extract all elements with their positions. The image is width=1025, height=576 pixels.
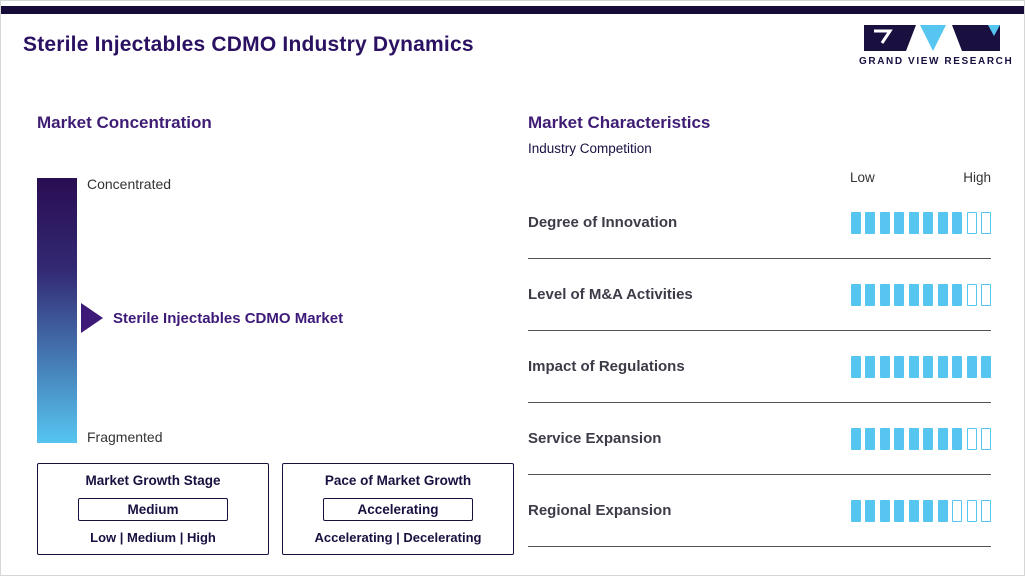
rating-segment (908, 211, 919, 234)
logo-text: GRAND VIEW RESEARCH (859, 56, 1014, 67)
rating-segment (966, 355, 977, 378)
rating-segment (850, 427, 861, 450)
characteristic-label: Degree of Innovation (528, 214, 678, 231)
market-characteristics-section: Market Characteristics Industry Competit… (528, 113, 991, 547)
characteristic-label: Impact of Regulations (528, 358, 685, 375)
rating-meter (850, 427, 991, 450)
rating-segment (952, 211, 962, 234)
rating-scale-labels: Low High (850, 170, 991, 185)
rating-segment (894, 211, 904, 234)
rating-segment (923, 427, 933, 450)
scale-high-label: High (963, 170, 991, 185)
rating-segment (850, 499, 861, 522)
rating-segment (908, 427, 919, 450)
characteristic-label: Level of M&A Activities (528, 286, 693, 303)
growth-box-value: Accelerating (323, 497, 473, 521)
characteristic-row: Level of M&A Activities (528, 259, 991, 331)
rating-segment (966, 499, 977, 522)
rating-segment (952, 283, 962, 306)
marker-label: Sterile Injectables CDMO Market (113, 309, 344, 327)
rating-segment (865, 427, 875, 450)
characteristic-row: Impact of Regulations (528, 331, 991, 403)
rating-segment (937, 283, 948, 306)
rating-meter (850, 355, 991, 378)
rating-meter (850, 211, 991, 234)
pace-of-market-growth-box: Pace of Market Growth Accelerating Accel… (282, 463, 514, 555)
rating-segment (908, 355, 919, 378)
rating-segment (879, 283, 890, 306)
top-accent-bar (1, 6, 1024, 14)
rating-segment (865, 499, 875, 522)
rating-segment (879, 427, 890, 450)
characteristic-label: Regional Expansion (528, 502, 672, 519)
rating-segment (865, 211, 875, 234)
rating-segment (923, 499, 933, 522)
rating-segment (937, 211, 948, 234)
rating-segment (894, 283, 904, 306)
growth-box-value: Medium (78, 497, 228, 521)
marker-arrow-icon (81, 303, 103, 334)
industry-competition-subheading: Industry Competition (528, 141, 652, 156)
rating-segment (879, 211, 890, 234)
scale-low-label: Low (850, 170, 875, 185)
rating-segment (865, 283, 875, 306)
rating-segment (879, 355, 890, 378)
characteristic-row: Degree of Innovation (528, 187, 991, 259)
market-concentration-heading: Market Concentration (37, 113, 212, 132)
growth-box-options: Low | Medium | High (90, 530, 216, 545)
growth-box-title: Pace of Market Growth (324, 473, 472, 488)
rating-segment (937, 355, 948, 378)
characteristic-row: Regional Expansion (528, 475, 991, 547)
rating-segment (981, 499, 991, 522)
characteristics-rows: Degree of Innovation Level of M&A Activit… (528, 187, 991, 547)
rating-segment (981, 355, 991, 378)
rating-meter (850, 499, 991, 522)
rating-segment (850, 283, 861, 306)
page-title: Sterile Injectables CDMO Industry Dynami… (23, 33, 474, 56)
rating-segment (865, 355, 875, 378)
rating-segment (981, 427, 991, 450)
rating-segment (981, 283, 991, 306)
rating-segment (952, 499, 962, 522)
growth-boxes: Market Growth Stage Medium Low | Medium … (37, 463, 514, 555)
rating-meter (850, 283, 991, 306)
rating-segment (952, 427, 962, 450)
characteristic-label: Service Expansion (528, 430, 662, 447)
rating-segment (923, 355, 933, 378)
rating-segment (894, 499, 904, 522)
market-concentration-section: Market Concentration Concentrated Fragme… (37, 113, 512, 445)
rating-segment (850, 355, 861, 378)
market-growth-stage-box: Market Growth Stage Medium Low | Medium … (37, 463, 269, 555)
market-characteristics-heading: Market Characteristics (528, 113, 711, 132)
rating-segment (923, 283, 933, 306)
growth-box-options: Accelerating | Decelerating (314, 530, 482, 545)
header: Sterile Injectables CDMO Industry Dynami… (23, 23, 1014, 67)
rating-segment (850, 211, 861, 234)
growth-box-title: Market Growth Stage (85, 473, 221, 488)
rating-segment (894, 355, 904, 378)
fragmented-label: Fragmented (87, 429, 163, 445)
logo-mark-icon (863, 25, 1000, 51)
market-position-marker: Sterile Injectables CDMO Market (81, 303, 344, 334)
rating-segment (966, 211, 977, 234)
rating-segment (952, 355, 962, 378)
rating-segment (966, 283, 977, 306)
rating-segment (937, 427, 948, 450)
rating-segment (908, 499, 919, 522)
concentrated-label: Concentrated (87, 176, 172, 192)
rating-segment (908, 283, 919, 306)
characteristic-row: Service Expansion (528, 403, 991, 475)
concentration-gradient-bar (37, 178, 77, 443)
rating-segment (981, 211, 991, 234)
grand-view-research-logo: GRAND VIEW RESEARCH (859, 23, 1014, 67)
rating-segment (923, 211, 933, 234)
concentration-scale: Concentrated Fragmented Sterile Injectab… (37, 176, 512, 445)
rating-segment (894, 427, 904, 450)
rating-segment (966, 427, 977, 450)
rating-segment (879, 499, 890, 522)
rating-segment (937, 499, 948, 522)
